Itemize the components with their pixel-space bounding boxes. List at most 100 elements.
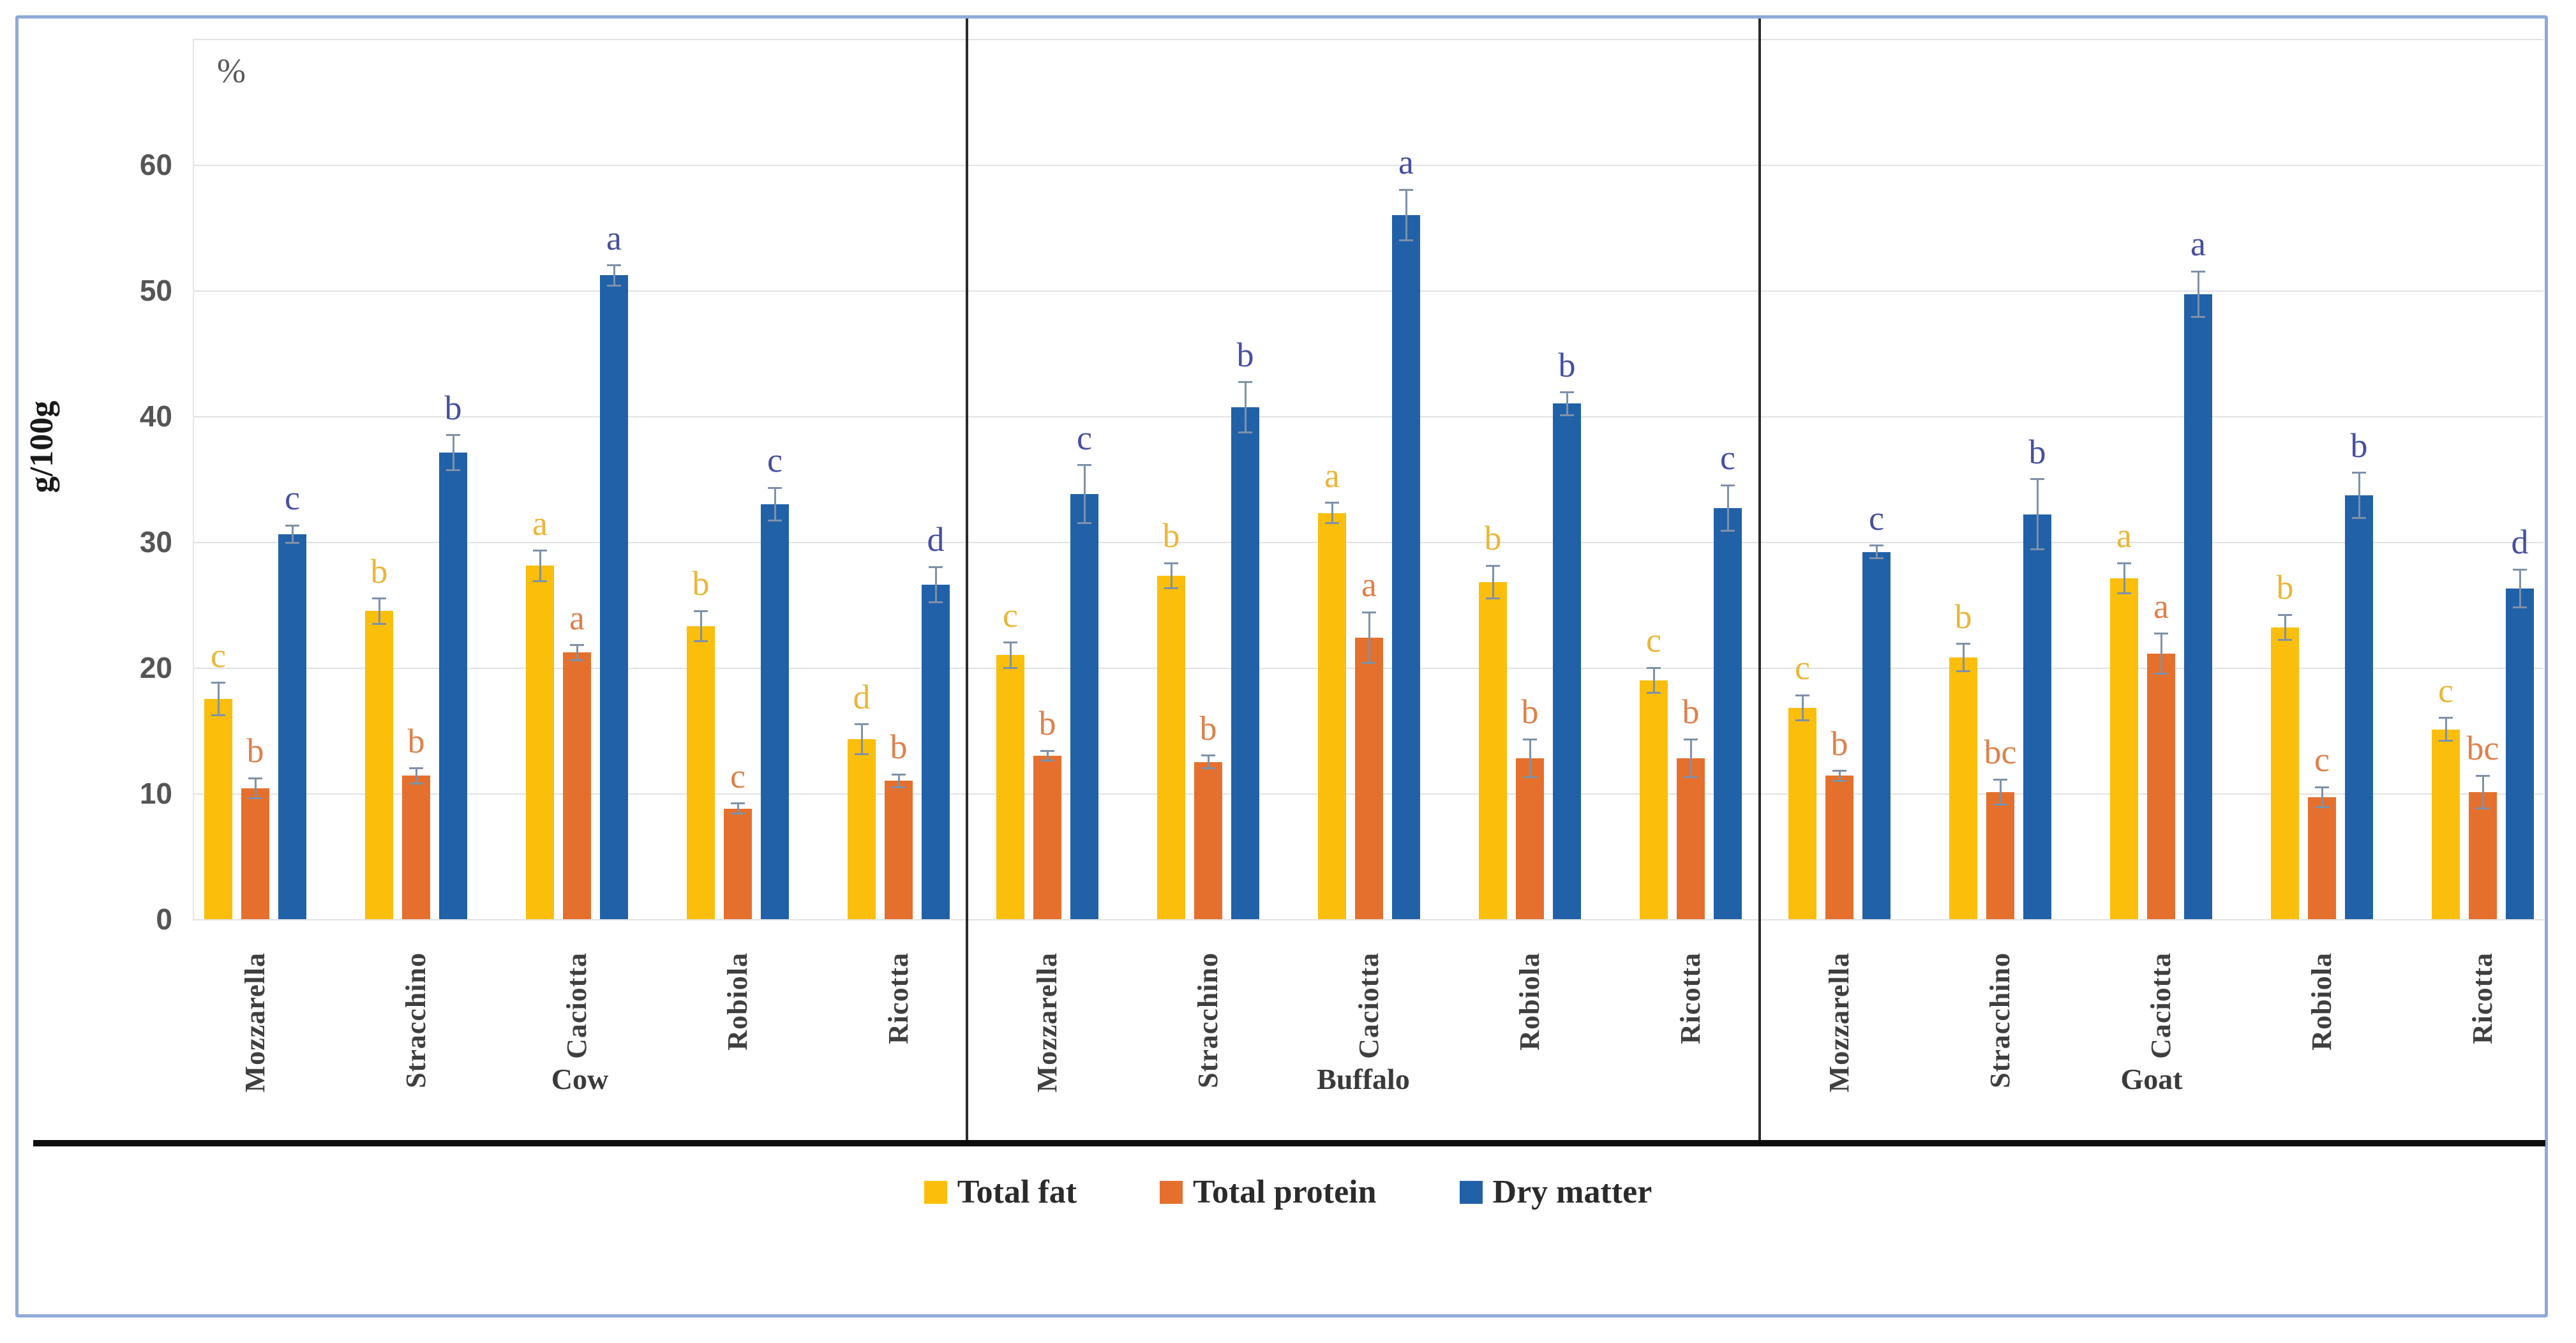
significance-letter: b — [444, 388, 462, 427]
bar-goat-stracchino-dry-matter — [2023, 514, 2051, 919]
error-bar-cap — [533, 550, 547, 552]
bar-cow-robiola-total-fat — [687, 626, 715, 919]
error-bar-cap — [2154, 673, 2168, 675]
error-bar-cap — [1399, 188, 1413, 191]
significance-letter: b — [1954, 597, 1972, 636]
error-bar-cap — [607, 284, 621, 287]
error-bar-cap — [409, 767, 423, 770]
error-bar-cap — [211, 682, 225, 684]
error-bar-cap — [2352, 472, 2366, 474]
error-bar-cap — [694, 610, 708, 612]
legend-label: Total fat — [957, 1174, 1077, 1210]
bar-goat-robiola-dry-matter — [2345, 495, 2373, 919]
error-bar-cap — [1795, 719, 1809, 722]
error-bar — [1652, 668, 1655, 693]
error-bar-cap — [2513, 568, 2527, 571]
legend-item-total-protein: Total protein — [1160, 1173, 1377, 1211]
significance-letter: b — [1558, 345, 1576, 384]
error-bar-cap — [1832, 779, 1846, 782]
error-bar-cap — [2030, 478, 2044, 480]
group-divider-1 — [966, 19, 968, 1140]
error-bar — [378, 598, 380, 624]
error-bar-cap — [1993, 804, 2007, 806]
error-bar-cap — [2476, 807, 2490, 810]
bar-cow-robiola-dry-matter — [761, 504, 789, 919]
bar-buffalo-stracchino-dry-matter — [1231, 407, 1259, 919]
error-bar — [613, 265, 615, 286]
error-bar-cap — [768, 520, 782, 521]
bar-cow-ricotta-dry-matter — [922, 584, 950, 919]
bar-cow-ricotta-total-protein — [885, 781, 913, 919]
significance-letter: d — [853, 677, 871, 716]
bar-cow-stracchino-total-protein — [402, 776, 430, 919]
error-bar-cap — [409, 782, 423, 784]
significance-letter: c — [1003, 596, 1018, 634]
significance-letter: b — [1682, 693, 1700, 732]
error-bar-cap — [1523, 738, 1537, 740]
error-bar-cap — [1647, 691, 1661, 694]
significance-letter: b — [1038, 704, 1056, 743]
gridline-60 — [193, 165, 2543, 166]
error-bar — [1368, 612, 1370, 663]
error-bar — [737, 803, 739, 814]
error-bar-cap — [285, 524, 299, 527]
figure-border — [15, 15, 2548, 1317]
bar-buffalo-robiola-total-protein — [1516, 758, 1544, 919]
error-bar-cap — [731, 813, 745, 815]
significance-letter: a — [2190, 225, 2206, 264]
error-bar — [1046, 751, 1049, 761]
significance-letter: a — [1324, 456, 1340, 495]
error-bar-cap — [1795, 694, 1809, 696]
error-bar-cap — [1164, 562, 1178, 564]
error-bar-cap — [1325, 521, 1339, 524]
error-bar — [934, 567, 937, 603]
error-bar-cap — [2439, 739, 2453, 742]
legend-swatch — [1459, 1180, 1483, 1204]
gridline-30 — [193, 542, 2543, 543]
significance-letter: a — [1361, 566, 1377, 604]
error-bar-cap — [2117, 562, 2131, 564]
bar-cow-stracchino-total-fat — [365, 611, 393, 919]
bar-buffalo-caciotta-total-fat — [1318, 513, 1346, 919]
gridline-70 — [193, 39, 2543, 40]
error-bar-cap — [607, 264, 621, 267]
bar-cow-caciotta-dry-matter — [600, 275, 628, 919]
error-bar-cap — [694, 640, 708, 643]
significance-letter: a — [532, 504, 548, 543]
error-bar-cap — [2191, 315, 2205, 318]
bottom-rule — [33, 1140, 2545, 1146]
error-bar — [254, 778, 257, 799]
significance-letter: a — [2116, 516, 2132, 555]
error-bar-cap — [1325, 502, 1339, 504]
error-bar-cap — [1684, 738, 1698, 740]
significance-letter: b — [1521, 693, 1539, 732]
bar-cow-stracchino-dry-matter — [439, 453, 467, 919]
error-bar-cap — [211, 714, 225, 717]
significance-letter: b — [2028, 432, 2046, 471]
significance-letter: d — [2511, 523, 2529, 562]
bar-cow-mozzarella-total-protein — [241, 788, 269, 919]
y-axis-title: g/100g — [24, 400, 60, 493]
bar-goat-caciotta-dry-matter — [2184, 294, 2212, 919]
error-bar — [217, 682, 220, 716]
bar-goat-mozzarella-total-protein — [1825, 776, 1853, 919]
error-bar — [1838, 770, 1841, 781]
bar-cow-robiola-total-protein — [724, 808, 752, 919]
error-bar-cap — [1164, 587, 1178, 590]
error-bar — [774, 488, 776, 521]
error-bar — [1875, 545, 1878, 559]
significance-letter: c — [2438, 671, 2453, 710]
group-label-cow: Cow — [551, 1063, 609, 1095]
error-bar — [1529, 739, 1531, 777]
error-bar — [539, 550, 541, 581]
error-bar-cap — [2278, 613, 2292, 616]
significance-letter: a — [2153, 587, 2169, 626]
significance-letter: c — [285, 479, 300, 518]
y-tick-label-10: 10 — [139, 777, 172, 810]
error-bar — [415, 768, 417, 784]
bar-goat-caciotta-total-fat — [2110, 578, 2138, 919]
error-bar-cap — [1956, 643, 1970, 645]
bar-buffalo-mozzarella-total-protein — [1033, 755, 1061, 919]
bar-goat-mozzarella-dry-matter — [1862, 551, 1891, 919]
legend-label: Total protein — [1193, 1174, 1377, 1210]
